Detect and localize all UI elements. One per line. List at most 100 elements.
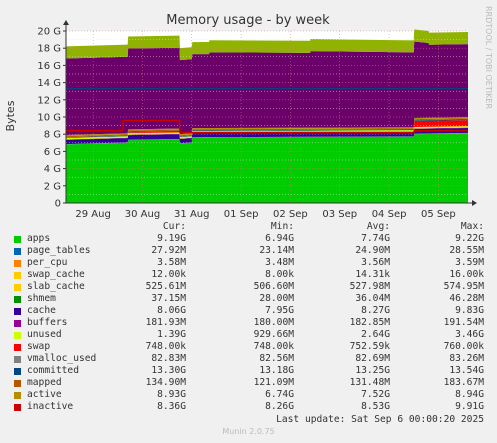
- legend-swatch: [14, 236, 21, 243]
- x-tick-labels: 29 Aug 30 Aug 31 Aug 01 Sep 02 Sep 03 Sep 04 S…: [75, 209, 455, 220]
- legend-name: buffers: [27, 317, 68, 328]
- legend-min: 506.60M: [253, 281, 294, 292]
- legend-swatch: [14, 284, 21, 291]
- legend-header: Cur: Min: Avg: Max:: [0, 221, 497, 233]
- axes: [63, 20, 477, 206]
- legend-min: 8.00k: [265, 269, 294, 280]
- legend-row-apps: apps 9.19G 6.94G 7.74G 9.22G: [0, 233, 497, 245]
- legend-min: 180.00M: [253, 317, 294, 328]
- x-tick-label: 31 Aug: [174, 209, 209, 220]
- legend-swatch: [14, 260, 21, 267]
- legend-swatch: [14, 344, 21, 351]
- area-slab-cache: [66, 128, 468, 145]
- legend-table: Cur: Min: Avg: Max: apps 9.19G 6.94G 7.74G 9…: [0, 221, 497, 413]
- area-buffers: [66, 126, 468, 140]
- col-avg: Avg:: [366, 221, 390, 232]
- area-page-tables: [66, 133, 468, 145]
- legend-min: 748.00k: [253, 341, 294, 352]
- legend-name: page_tables: [27, 245, 91, 256]
- legend-swatch: [14, 332, 21, 339]
- legend-row-page-tables: page_tables 27.92M 23.14M 24.90M 28.55M: [0, 245, 497, 257]
- legend-row-mapped: mapped 134.90M 121.09M 131.48M 183.67M: [0, 377, 497, 389]
- legend-cur: 1.39G: [157, 329, 186, 340]
- legend-max: 46.28M: [449, 293, 484, 304]
- y-tick-labels: 0 2 G 4 G 6 G 8 G 10 G 12 G 14 G 16 G 18 G 20 G: [37, 27, 66, 210]
- y-tick-label: 8 G: [44, 130, 61, 141]
- legend-row-swap-cache: swap_cache 12.00k 8.00k 14.31k 16.00k: [0, 269, 497, 281]
- area-committed: [66, 118, 468, 138]
- area-inactive: [66, 29, 468, 61]
- legend-avg: 3.56M: [361, 257, 390, 268]
- legend-row-cache: cache 8.06G 7.95G 8.27G 9.83G: [0, 305, 497, 317]
- legend-max: 191.54M: [443, 317, 484, 328]
- legend-min: 7.95G: [265, 305, 294, 316]
- x-tick-label: 04 Sep: [372, 209, 407, 220]
- legend-avg: 752.59k: [349, 341, 390, 352]
- legend-avg: 527.98M: [349, 281, 390, 292]
- legend-row-shmem: shmem 37.15M 28.00M 36.04M 46.28M: [0, 293, 497, 305]
- legend-swatch: [14, 308, 21, 315]
- y-tick-label: 0: [55, 199, 61, 210]
- legend-cur: 37.15M: [151, 293, 186, 304]
- legend-min: 23.14M: [259, 245, 294, 256]
- y-axis-arrow: [63, 20, 69, 25]
- area-cache: [66, 120, 468, 138]
- legend-max: 9.22G: [455, 233, 484, 244]
- x-tick-label: 30 Aug: [125, 209, 160, 220]
- chart-title: Memory usage - by week: [166, 13, 330, 28]
- last-update: Last update: Sat Sep 6 00:00:20 2025: [276, 414, 484, 425]
- legend-min: 6.94G: [265, 233, 294, 244]
- legend-avg: 8.27G: [361, 305, 390, 316]
- col-min: Min:: [270, 221, 294, 232]
- area-apps: [66, 133, 468, 203]
- x-tick-label: 01 Sep: [224, 209, 259, 220]
- legend-max: 9.83G: [455, 305, 484, 316]
- memory-chart: 0 2 G 4 G 6 G 8 G 10 G 12 G 14 G 16 G 18 G 20 G 29…: [4, 6, 493, 220]
- legend-avg: 36.04M: [355, 293, 390, 304]
- legend-swatch: [14, 404, 21, 411]
- x-axis-arrow: [472, 200, 477, 206]
- legend-name: swap: [27, 341, 51, 352]
- legend-max: 8.94G: [455, 389, 484, 400]
- legend-cur: 8.36G: [157, 401, 186, 412]
- legend-avg: 14.31k: [355, 269, 390, 280]
- legend-min: 13.18G: [259, 365, 294, 376]
- legend-max: 16.00k: [449, 269, 484, 280]
- y-tick-label: 2 G: [44, 181, 61, 192]
- legend-max: 183.67M: [443, 377, 484, 388]
- legend-cur: 9.19G: [157, 233, 186, 244]
- legend-max: 9.91G: [455, 401, 484, 412]
- legend-avg: 7.52G: [361, 389, 390, 400]
- x-tick-label: 02 Sep: [273, 209, 308, 220]
- legend-max: 3.46G: [455, 329, 484, 340]
- y-tick-label: 14 G: [37, 78, 61, 89]
- legend-max: 28.55M: [449, 245, 484, 256]
- area-shmem: [66, 127, 468, 140]
- col-cur: Cur:: [162, 221, 186, 232]
- x-tick-label: 05 Sep: [421, 209, 456, 220]
- legend-avg: 8.53G: [361, 401, 390, 412]
- legend-row-committed: committed 13.30G 13.18G 13.25G 13.54G: [0, 365, 497, 377]
- y-axis-label: Bytes: [4, 100, 17, 131]
- legend-row-swap: swap 748.00k 748.00k 752.59k 760.00k: [0, 341, 497, 353]
- legend-avg: 82.69M: [355, 353, 390, 364]
- y-tick-label: 16 G: [37, 61, 61, 72]
- legend-max: 83.26M: [449, 353, 484, 364]
- legend-cur: 134.90M: [145, 377, 186, 388]
- legend-cur: 13.30G: [151, 365, 186, 376]
- legend-swatch: [14, 320, 21, 327]
- legend-avg: 24.90M: [355, 245, 390, 256]
- legend-name: cache: [27, 305, 56, 316]
- legend-name: per_cpu: [27, 257, 68, 268]
- legend-cur: 525.61M: [145, 281, 186, 292]
- legend-name: unused: [27, 329, 62, 340]
- legend-name: apps: [27, 233, 51, 244]
- legend-cur: 12.00k: [151, 269, 186, 280]
- legend-max: 13.54G: [449, 365, 484, 376]
- y-tick-label: 6 G: [44, 147, 61, 158]
- legend-name: mapped: [27, 377, 62, 388]
- legend-swatch: [14, 248, 21, 255]
- col-max: Max:: [460, 221, 484, 232]
- legend-row-per-cpu: per_cpu 3.58M 3.48M 3.56M 3.59M: [0, 257, 497, 269]
- legend-avg: 13.25G: [355, 365, 390, 376]
